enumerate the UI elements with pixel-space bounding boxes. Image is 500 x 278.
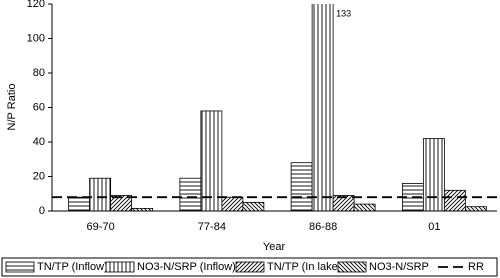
bar [311,4,334,211]
legend-label: NO3-N/SRP (Inflow) [137,261,236,273]
legend-swatch [235,261,265,273]
bar [200,110,223,211]
x-tick-label: 01 [428,221,440,233]
y-tick-label: 120 [27,0,45,10]
bar [110,195,133,211]
legend-label: TN/TP (Inflow) [37,261,108,273]
bar [464,206,487,211]
plot-area [68,4,487,211]
x-tick-label: 86-88 [309,221,337,233]
bar [68,196,91,211]
bar [179,177,202,211]
y-axis-label: N/P Ratio [6,84,18,131]
legend-swatch [105,261,135,273]
x-tick-label: 77-84 [198,221,226,233]
legend-label: TN/TP (In lake) [267,261,341,273]
x-axis-label: Year [263,241,286,253]
y-tick-label: 0 [39,205,45,217]
y-tick-label: 40 [33,136,45,148]
bar [221,196,244,211]
bar [332,195,355,211]
bar [242,201,265,211]
bar [443,189,466,211]
bar [353,203,376,211]
bar [290,162,313,211]
legend-swatch [337,261,367,273]
y-tick-label: 100 [27,32,45,44]
x-tick-label: 69-70 [87,221,115,233]
legend-label: NO3-N/SRP [369,261,429,273]
legend-swatch [5,261,35,273]
legend-label: RR [468,261,484,273]
bar [422,138,445,211]
legend-box [1,257,498,277]
y-tick-label: 80 [33,67,45,79]
bar [89,177,112,211]
bar [131,208,154,211]
value-label: 133 [336,8,351,18]
y-tick-label: 60 [33,101,45,113]
y-tick-label: 20 [33,170,45,182]
